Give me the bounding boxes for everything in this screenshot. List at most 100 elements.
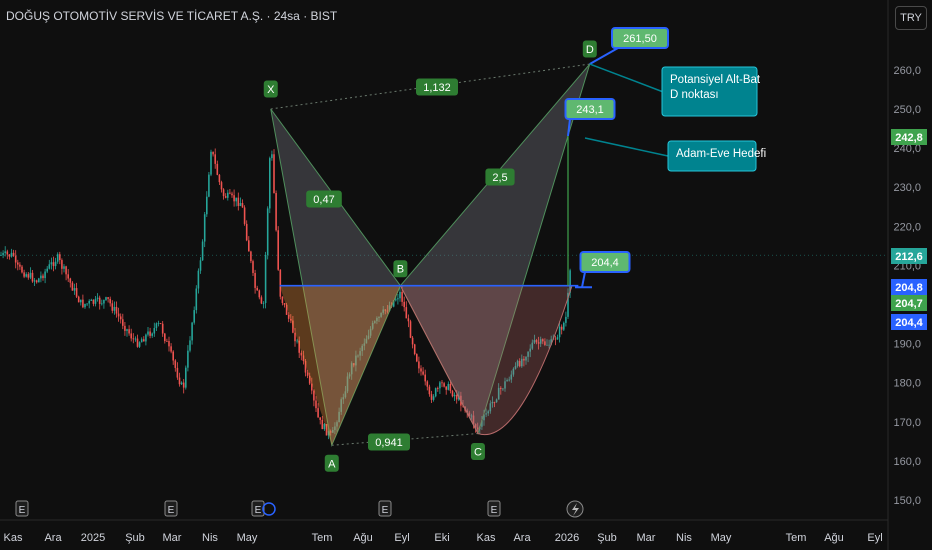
candle-body: [8, 254, 11, 257]
x-tick-label: Ara: [513, 532, 531, 544]
candle-body: [6, 251, 9, 255]
cup-left-wedge: [279, 285, 401, 446]
candle-body: [487, 411, 489, 414]
candle-body: [119, 316, 122, 320]
candle-body: [334, 426, 336, 430]
candle-body: [237, 197, 240, 206]
candle-body: [302, 355, 305, 362]
candle-body: [256, 287, 258, 291]
x-tick-label: Tem: [312, 532, 333, 544]
y-tick-label: 190,0: [893, 339, 921, 351]
candle-body: [518, 360, 521, 367]
candle-body: [157, 323, 160, 324]
candle-body: [38, 278, 40, 283]
candle-body: [224, 196, 227, 198]
candle-body: [348, 374, 351, 377]
candle-body: [166, 341, 168, 342]
candle-body: [239, 203, 242, 206]
candle-body: [275, 193, 277, 231]
candle-body: [73, 288, 76, 291]
candle-body: [250, 251, 252, 262]
lightning-icon-bolt: [572, 503, 579, 516]
candle-body: [216, 163, 219, 175]
candle-body: [521, 358, 523, 367]
candle-body: [21, 266, 23, 273]
candle-body: [315, 400, 317, 409]
price-axis-label-box: [891, 314, 927, 330]
candle-body: [50, 262, 53, 265]
candle-body: [103, 299, 105, 304]
earnings-marker-box: [487, 500, 501, 517]
pattern-ratio-label: 0,47: [306, 190, 342, 208]
candle-body: [321, 419, 324, 430]
candle-body: [548, 344, 550, 346]
candle-body: [126, 329, 128, 331]
candle-body: [441, 382, 443, 384]
candle-body: [233, 195, 235, 202]
candle-body: [560, 326, 563, 330]
candle-body: [65, 266, 67, 275]
candle-body: [23, 272, 25, 277]
candle-body: [178, 377, 181, 385]
candle-body: [325, 424, 328, 436]
pattern-point-B-text: B: [397, 264, 404, 276]
currency-button[interactable]: TRY: [895, 6, 927, 30]
candle-body: [365, 338, 368, 344]
price-axis-label-box: [891, 279, 927, 295]
y-tick-label: 230,0: [893, 182, 921, 194]
candle-body: [27, 274, 30, 278]
candle-body: [80, 299, 82, 303]
candle-body: [434, 388, 437, 397]
candle-body: [201, 241, 204, 261]
earnings-marker: E: [251, 500, 265, 517]
candle-body: [550, 339, 552, 345]
candle-body: [245, 223, 248, 241]
candle-body: [533, 340, 536, 343]
candle-body: [327, 431, 330, 436]
price-axis-label-text: 204,8: [895, 282, 923, 294]
candle-body: [191, 322, 193, 341]
price-tag-box: [611, 27, 669, 49]
x-tick-label: Ağu: [353, 532, 373, 544]
candle-body: [371, 322, 374, 329]
earnings-marker: E: [378, 500, 392, 517]
x-tick-label: Ara: [44, 532, 62, 544]
candle-body: [332, 429, 334, 433]
candle-body: [418, 361, 420, 369]
candle-body: [378, 316, 380, 318]
candle-body: [470, 415, 473, 417]
candle-body: [185, 367, 187, 388]
pattern-ratio-label: 0,941: [368, 433, 410, 451]
candle-body: [563, 322, 565, 330]
candle-body: [439, 382, 441, 389]
candle-body: [342, 397, 345, 400]
candle-body: [0, 255, 2, 256]
candle-body: [2, 252, 4, 256]
candle-body: [455, 394, 458, 400]
candle-body: [10, 252, 13, 257]
candle-body: [539, 339, 542, 344]
callout-cup-handle-target-pointer: [584, 137, 669, 157]
candle-body: [489, 403, 492, 412]
candle-body: [143, 339, 145, 342]
callout-cup-handle-target-box: [667, 140, 757, 172]
callout-cup-handle-target-text: Adam-Eve Hedefi: [676, 148, 766, 160]
candle-body: [403, 301, 405, 308]
callout-d-point-text: Potansiyel Alt-Bat: [670, 74, 761, 86]
candle-body: [430, 394, 433, 400]
pattern-point-B: B: [393, 260, 408, 278]
candle-body: [432, 396, 435, 400]
candle-body: [281, 296, 284, 304]
earnings-marker-text: E: [491, 505, 498, 516]
callout-d-point-box: [661, 66, 758, 117]
candle-body: [67, 274, 69, 279]
callout-d-point-pointer: [589, 63, 663, 93]
earnings-marker-box: [251, 500, 265, 517]
pattern-ratio-label-box: [416, 78, 458, 96]
x-tick-label: Nis: [202, 532, 218, 544]
price-tag-text: 261,50: [623, 33, 657, 45]
candle-body: [285, 304, 288, 315]
candle-body: [262, 302, 265, 304]
y-tick-label: 150,0: [893, 495, 921, 507]
